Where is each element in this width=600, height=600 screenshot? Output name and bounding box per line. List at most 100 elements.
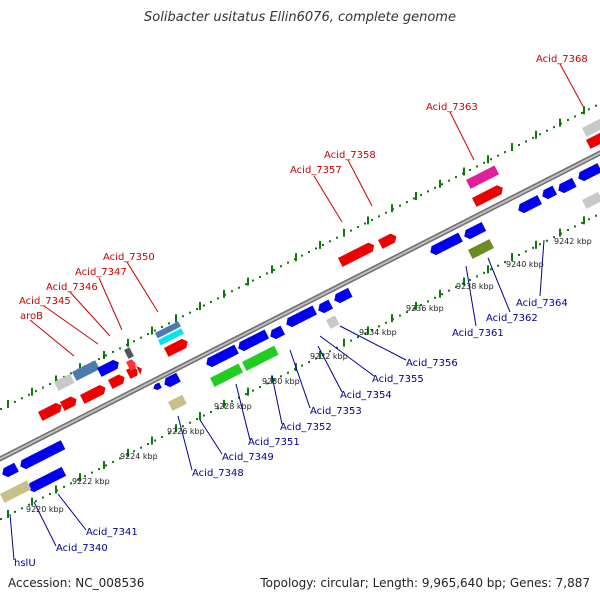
track-dot	[35, 500, 37, 503]
track-dot	[588, 108, 590, 111]
label-acid-7356: Acid_7356	[406, 358, 458, 369]
track-dot	[364, 332, 366, 335]
label-acid-7353: Acid_7353	[310, 406, 362, 417]
label-acid-7357: Acid_7357	[290, 165, 342, 176]
track-dot	[28, 503, 30, 506]
track-dot	[322, 243, 324, 246]
track-dot	[406, 311, 408, 314]
track-dot	[574, 225, 576, 228]
track-dot	[448, 289, 450, 292]
track-dot	[315, 247, 317, 250]
track-dot	[63, 375, 65, 378]
track-dot	[553, 236, 555, 239]
track-dot	[168, 432, 170, 435]
track-dot	[581, 221, 583, 224]
track-dot	[546, 239, 548, 242]
track-dot	[329, 350, 331, 353]
track-dot	[217, 407, 219, 410]
track-dot	[525, 140, 527, 143]
track-dot	[217, 297, 219, 300]
track-dot	[567, 229, 569, 232]
track-dot	[189, 311, 191, 314]
track-dot	[420, 303, 422, 306]
track-dot	[469, 168, 471, 171]
track-dot	[196, 308, 198, 311]
track-dot	[434, 296, 436, 299]
track-dot	[70, 372, 72, 375]
track-dot	[595, 104, 597, 107]
track-dot	[273, 378, 275, 381]
label-acid-7341: Acid_7341	[86, 527, 138, 538]
track-dot	[238, 286, 240, 289]
accession-text: Accession: NC_008536	[8, 576, 145, 590]
track-dot	[455, 176, 457, 179]
track-dot	[553, 126, 555, 129]
track-dot	[287, 261, 289, 264]
track-dot	[252, 279, 254, 282]
track-dot	[574, 115, 576, 118]
track-dot	[539, 133, 541, 136]
track-dot	[245, 393, 247, 396]
track-dot	[182, 425, 184, 428]
track-dot	[518, 143, 520, 146]
track-dot	[329, 240, 331, 243]
track-dot	[21, 507, 23, 510]
track-dot	[0, 408, 2, 410]
track-dot	[441, 293, 443, 296]
track-dot	[378, 325, 380, 328]
label-acid-7363: Acid_7363	[426, 102, 478, 113]
track-dot	[287, 371, 289, 374]
track-dot	[567, 119, 569, 122]
track-dot	[266, 382, 268, 385]
track-dot	[42, 386, 44, 389]
track-dot	[84, 475, 86, 478]
track-dot	[420, 193, 422, 196]
track-dot	[483, 271, 485, 274]
track-dot	[504, 151, 506, 154]
label-acid-7351: Acid_7351	[248, 437, 300, 448]
track-dot	[399, 204, 401, 207]
track-dot	[203, 414, 205, 417]
track-dot	[231, 400, 233, 403]
track-dot	[42, 496, 44, 499]
track-dot	[476, 275, 478, 278]
label-acid-7346: Acid_7346	[46, 282, 98, 293]
track-dot	[315, 357, 317, 360]
track-dot	[413, 307, 415, 310]
track-dot	[497, 264, 499, 267]
track-dot	[112, 350, 114, 353]
track-dot	[469, 278, 471, 281]
track-dot	[532, 136, 534, 139]
track-dot	[105, 464, 107, 467]
track-dot	[196, 418, 198, 421]
track-dot	[385, 321, 387, 324]
label-acid-7355: Acid_7355	[372, 374, 424, 385]
track-dot	[210, 410, 212, 413]
track-dot	[357, 336, 359, 339]
track-dot	[490, 158, 492, 161]
forward-gene-labels	[29, 63, 585, 357]
label-acid-7350: Acid_7350	[103, 252, 155, 263]
track-dot	[0, 518, 2, 520]
track-dot	[455, 286, 457, 289]
label-acid-7362: Acid_7362	[486, 313, 538, 324]
label-acid-7345: Acid_7345	[19, 296, 71, 307]
track-dot	[301, 254, 303, 257]
label-acid-7364: Acid_7364	[516, 298, 568, 309]
track-dot	[245, 283, 247, 286]
track-dot	[119, 347, 121, 350]
track-dot	[133, 450, 135, 453]
track-dot	[364, 222, 366, 225]
track-dot	[539, 243, 541, 246]
scale-tick-labels: 9220 kbp 9222 kbp 9224 kbp 9226 kbp 9228…	[26, 237, 592, 514]
track-dot	[371, 218, 373, 221]
tick-label: 9224 kbp	[120, 452, 158, 461]
label-hslu: hslU	[14, 558, 36, 569]
reverse-gene-labels	[9, 239, 545, 561]
track-dot	[588, 218, 590, 221]
track-dot	[210, 300, 212, 303]
track-dot	[497, 154, 499, 157]
track-dot	[35, 390, 37, 393]
map-title: Solibacter usitatus Ellin6076, complete …	[144, 10, 456, 25]
